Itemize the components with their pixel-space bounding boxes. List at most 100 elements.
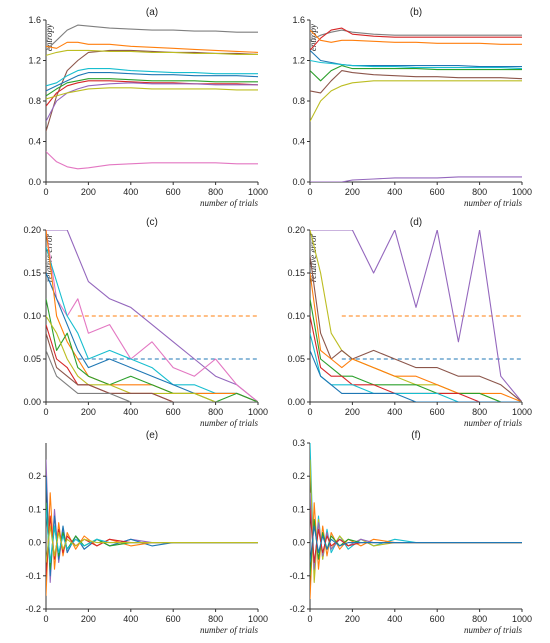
x-tick-label: 0	[43, 407, 48, 417]
y-axis-label: relative error	[308, 234, 318, 283]
series-line	[46, 525, 258, 563]
x-tick-label: 800	[472, 614, 487, 624]
series-line	[310, 298, 522, 402]
y-tick-label: -0.1	[289, 571, 305, 581]
y-tick-label: 1.2	[292, 56, 305, 66]
x-tick-label: 600	[430, 187, 445, 197]
panel-label: (d)	[410, 217, 422, 228]
series-line	[46, 230, 258, 402]
x-tick-label: 800	[472, 407, 487, 417]
series-line	[46, 324, 258, 402]
x-tick-label: 1000	[512, 187, 532, 197]
series-line	[46, 459, 258, 583]
x-tick-label: 400	[387, 187, 402, 197]
x-axis-label: number of trials	[464, 418, 523, 428]
y-tick-label: 0.4	[28, 137, 41, 147]
series-line	[46, 49, 258, 56]
series-line	[46, 333, 258, 402]
y-tick-label: 0.00	[23, 397, 41, 407]
x-tick-label: 200	[81, 614, 96, 624]
x-tick-label: 200	[345, 614, 360, 624]
x-axis-label: number of trials	[200, 198, 259, 208]
y-tick-label: 0.05	[23, 354, 41, 364]
x-tick-label: 0	[307, 614, 312, 624]
chart-panel: 0 200 400 600 800 1000 0.00 0.05 0.10 0.15 0.20 (c)…	[23, 217, 268, 428]
series-line	[46, 68, 258, 87]
y-tick-label: 1.2	[28, 56, 41, 66]
x-axis-label: number of trials	[464, 625, 523, 635]
y-tick-label: 0.20	[23, 225, 41, 235]
series-line	[310, 50, 522, 68]
panel-label: (b)	[410, 7, 422, 18]
y-tick-label: 0.4	[292, 137, 305, 147]
series-line	[310, 29, 522, 41]
x-axis-label: number of trials	[464, 198, 523, 208]
x-axis-label: number of trials	[200, 418, 259, 428]
x-tick-label: 800	[472, 187, 487, 197]
y-tick-label: 0.15	[287, 268, 305, 278]
y-tick-label: 0.0	[292, 538, 305, 548]
x-tick-label: 400	[123, 187, 138, 197]
y-tick-label: -0.1	[25, 571, 41, 581]
x-tick-label: 1000	[512, 407, 532, 417]
series-line	[46, 80, 258, 107]
x-tick-label: 800	[208, 187, 223, 197]
series-line	[46, 298, 258, 402]
panel-label: (e)	[146, 430, 158, 441]
series-line	[310, 492, 522, 570]
series-line	[310, 80, 522, 122]
series-line	[310, 59, 522, 70]
y-tick-label: 0.3	[292, 438, 305, 448]
series-line	[46, 272, 258, 402]
y-tick-label: -0.2	[25, 604, 41, 614]
series-line	[310, 255, 522, 402]
series-line	[46, 24, 258, 51]
series-line	[310, 443, 522, 577]
series-line	[46, 350, 258, 402]
series-line	[310, 502, 522, 600]
series-line	[46, 78, 258, 97]
x-tick-label: 0	[43, 614, 48, 624]
series-line	[310, 65, 522, 82]
series-line	[310, 518, 522, 576]
x-tick-label: 600	[166, 407, 181, 417]
y-tick-label: -0.2	[289, 604, 305, 614]
y-tick-label: 0.1	[28, 504, 41, 514]
x-tick-label: 0	[307, 187, 312, 197]
panel-label: (f)	[411, 430, 420, 441]
y-tick-label: 0.1	[292, 504, 305, 514]
y-tick-label: 0.8	[28, 96, 41, 106]
series-line	[310, 29, 522, 45]
series-line	[46, 87, 258, 100]
y-tick-label: 0.05	[287, 354, 305, 364]
series-line	[310, 525, 522, 563]
series-line	[46, 476, 258, 577]
chart-panel: 0 200 400 600 800 1000 0.0 0.4 0.8 1.2 1.6 (a) numbe…	[28, 7, 268, 208]
x-axis-label: number of trials	[200, 625, 259, 635]
series-line	[46, 72, 258, 92]
y-tick-label: 0.00	[287, 397, 305, 407]
chart-panel: 0 200 400 600 800 1000 0.0 0.4 0.8 1.2 1.6 (b) numbe…	[292, 7, 532, 208]
y-tick-label: 1.6	[28, 15, 41, 25]
x-tick-label: 1000	[512, 614, 532, 624]
x-tick-label: 0	[307, 407, 312, 417]
x-tick-label: 600	[430, 407, 445, 417]
y-tick-label: 0.0	[292, 177, 305, 187]
y-tick-label: 0.0	[28, 538, 41, 548]
x-tick-label: 200	[345, 187, 360, 197]
x-tick-label: 200	[81, 187, 96, 197]
x-tick-label: 600	[166, 187, 181, 197]
series-group	[310, 443, 522, 600]
series-line	[310, 509, 522, 564]
x-tick-label: 1000	[248, 187, 268, 197]
series-line	[310, 272, 522, 402]
series-line	[46, 509, 258, 564]
panel-label: (a)	[146, 7, 158, 18]
series-line	[310, 27, 522, 51]
series-line	[310, 350, 522, 402]
chart-panel: 0 200 400 600 800 1000 0.00 0.05 0.10 0.15 0.20 (d)…	[287, 217, 532, 428]
series-group	[46, 459, 258, 596]
y-tick-label: 0.10	[287, 311, 305, 321]
x-tick-label: 1000	[248, 407, 268, 417]
